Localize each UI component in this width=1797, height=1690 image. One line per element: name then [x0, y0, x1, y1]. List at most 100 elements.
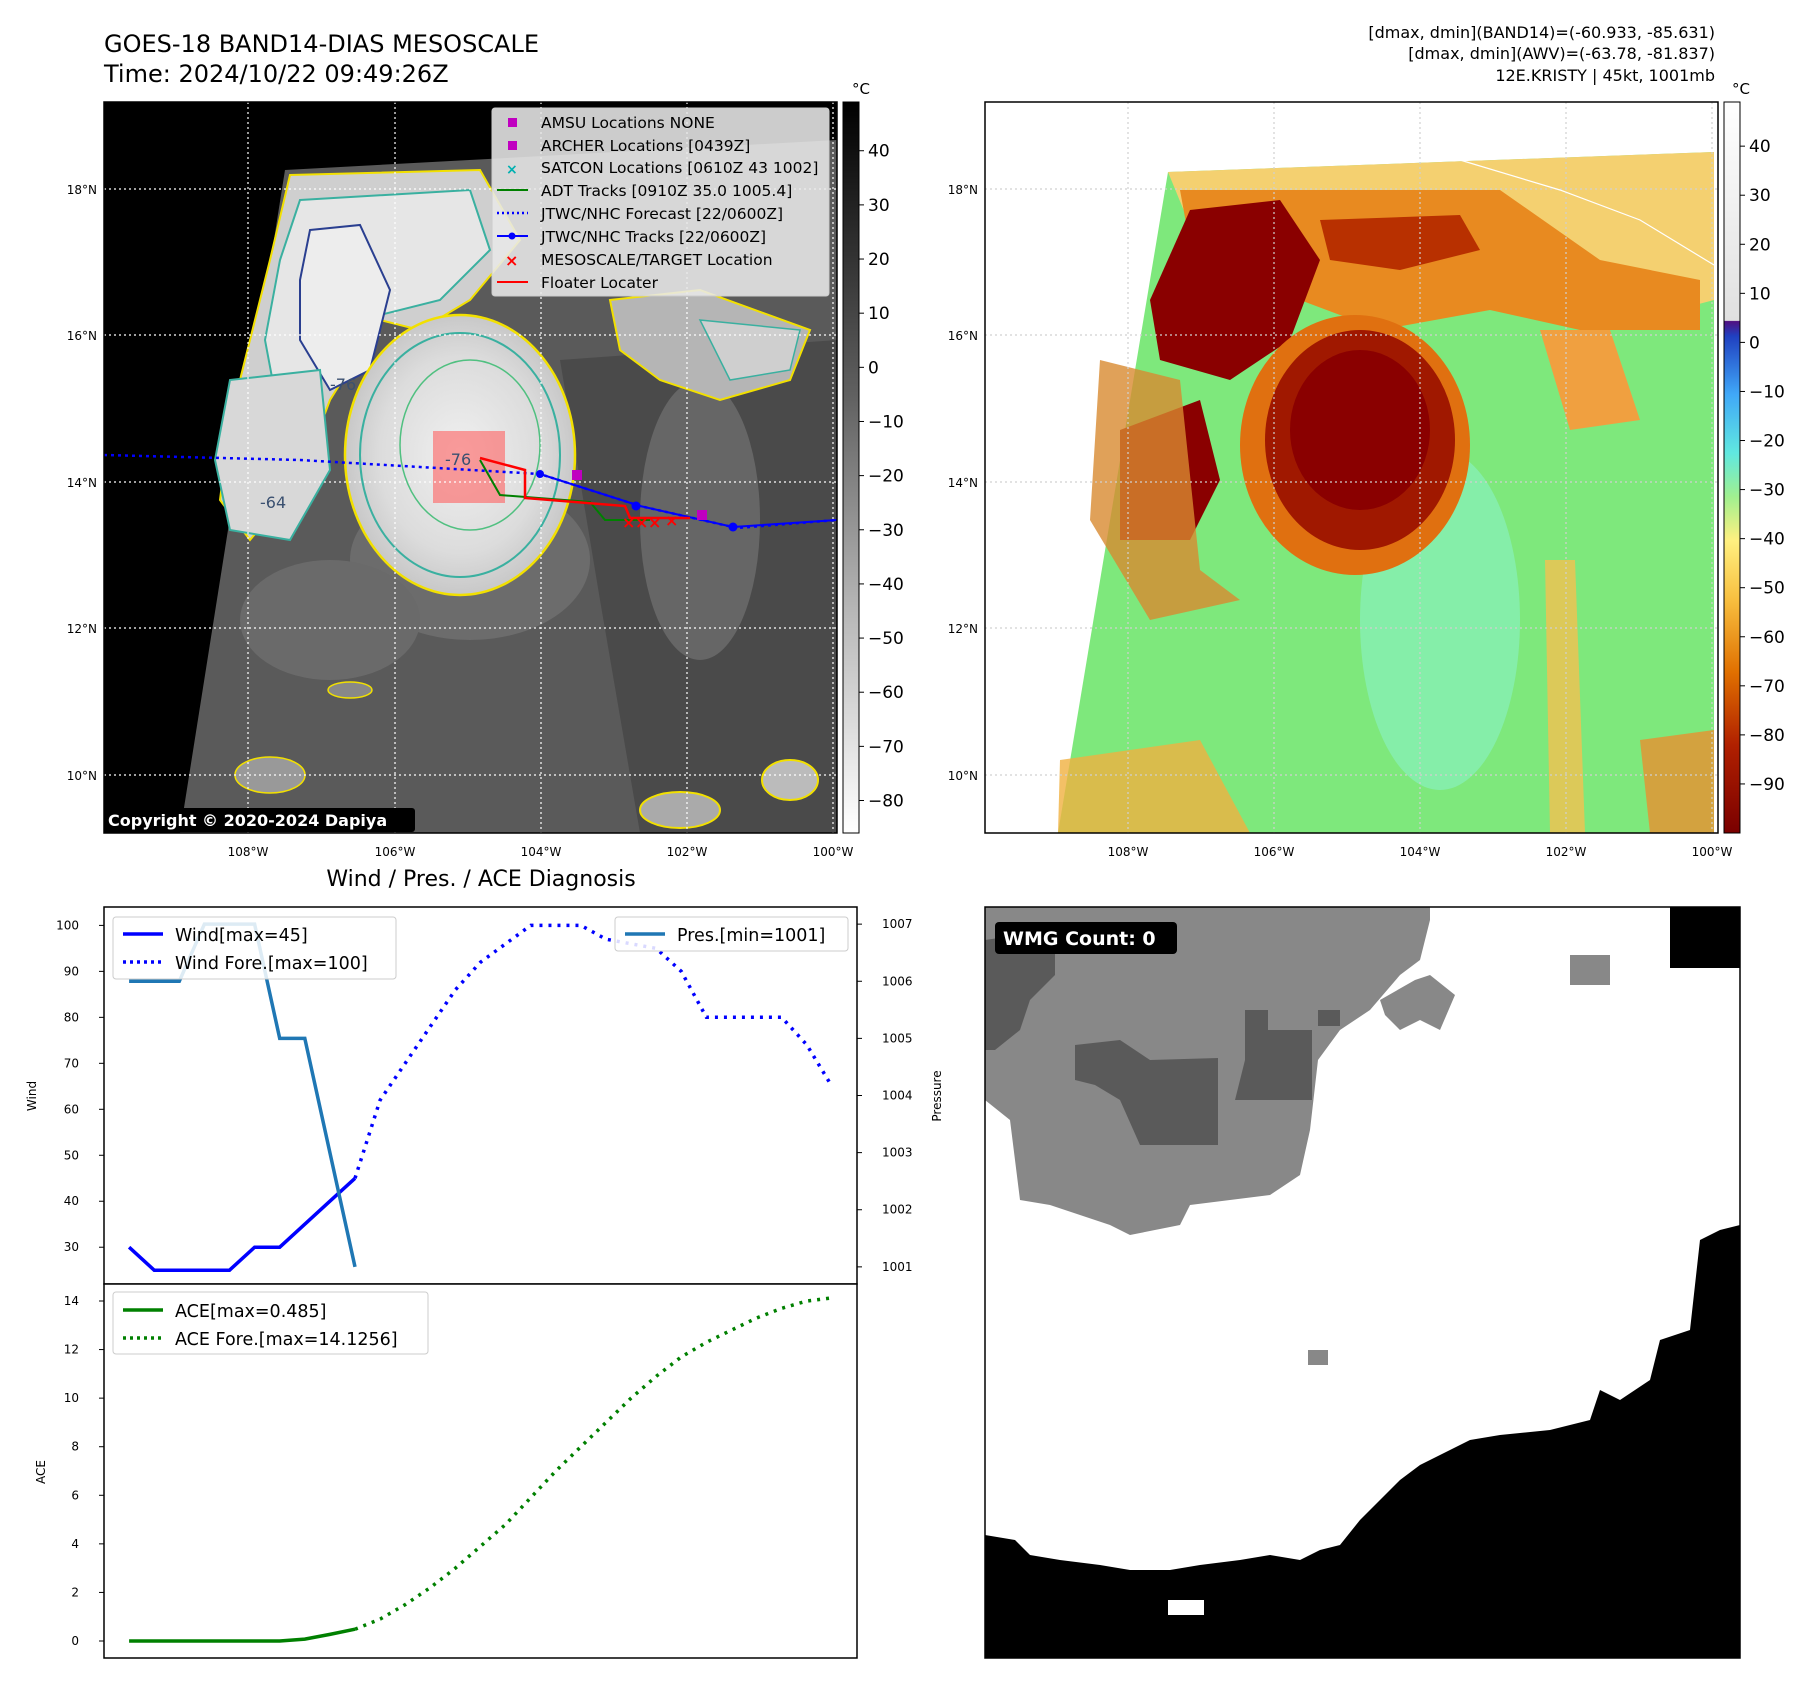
wind-tick-label: 70 — [64, 1056, 79, 1070]
svg-text:100°W: 100°W — [1692, 845, 1733, 859]
series-ace — [129, 1627, 356, 1643]
wmg-panel: WMG Count: 0 — [984, 906, 1741, 1659]
target-markers: × × × × — [622, 511, 678, 532]
color-colorbar: °C 40 30 20 10 0 −10 −20 −30 −40 −50 −60 −70 −80 −90 — [1723, 80, 1785, 834]
ace-tick-label: 8 — [71, 1440, 79, 1454]
svg-text:14°N: 14°N — [948, 476, 978, 490]
wind-legend: Wind[max=45] Wind Fore.[max=100] — [112, 916, 397, 980]
wmg-frame — [984, 906, 1741, 1659]
colorbar-tick-label: −50 — [1749, 579, 1785, 599]
pressure-tick-label: 1005 — [882, 1031, 913, 1045]
archer-marker — [572, 470, 582, 480]
gray-colorbar-unit: °C — [852, 80, 870, 98]
pressure-tick-label: 1006 — [882, 974, 913, 988]
pressure-tick-label: 1007 — [882, 917, 913, 931]
series-wind-fore — [353, 923, 834, 1179]
svg-text:×: × — [665, 511, 678, 530]
svg-text:102°W: 102°W — [667, 845, 708, 859]
awv-lon-labels: 108°W 106°W 104°W 102°W 100°W — [1108, 845, 1733, 859]
svg-text:104°W: 104°W — [521, 845, 562, 859]
floater-locater — [479, 456, 690, 520]
legend-item: AMSU Locations NONE — [541, 114, 715, 132]
colorbar-tick-label: 10 — [1749, 284, 1771, 304]
wind-tick-label: 60 — [64, 1102, 79, 1116]
legend-marker — [508, 118, 517, 127]
floater-box — [433, 431, 505, 503]
svg-text:14°N: 14°N — [67, 476, 97, 490]
colorbar-tick-label: −10 — [868, 412, 904, 432]
svg-text:106°W: 106°W — [1254, 845, 1295, 859]
svg-text:18°N: 18°N — [67, 183, 97, 197]
legend-item: ARCHER Locations [0439Z] — [541, 137, 750, 155]
legend-item: Wind[max=45] — [175, 926, 308, 946]
title-line2: Time: 2024/10/22 09:49:26Z — [103, 60, 449, 88]
colorbar-tick-label: −60 — [1749, 628, 1785, 648]
info-line3: 12E.KRISTY | 45kt, 1001mb — [1495, 66, 1715, 85]
svg-text:×: × — [622, 513, 635, 532]
ace-legend: ACE[max=0.485] ACE Fore.[max=14.1256] — [112, 1291, 429, 1355]
ace-tick-label: 4 — [71, 1537, 79, 1551]
svg-text:108°W: 108°W — [1108, 845, 1149, 859]
wind-tick-label: 40 — [64, 1194, 79, 1208]
colorbar-tick-label: −60 — [868, 683, 904, 703]
series-ace-fore — [354, 1296, 833, 1631]
ace-ylabel: ACE — [34, 1460, 48, 1484]
colorbar-tick-label: −10 — [1749, 382, 1785, 402]
cold-top-core — [1290, 350, 1430, 510]
map-frame — [103, 101, 838, 834]
svg-text:106°W: 106°W — [375, 845, 416, 859]
svg-text:×: × — [506, 162, 518, 178]
wind-tick-label: 90 — [64, 964, 79, 978]
ace-chart: 14 12 10 8 6 4 2 0 ACE ACE[max=0.485] ACE Fore.… — [34, 1283, 858, 1659]
awv-map-frame — [984, 101, 1719, 834]
svg-text:×: × — [505, 251, 518, 270]
legend-item: SATCON Locations [0610Z 43 1002] — [541, 159, 818, 177]
band14-map-panel: -76 -76 -64 × × × × — [67, 101, 854, 859]
svg-text:×: × — [635, 513, 648, 532]
wind-ylabel: Wind — [25, 1081, 39, 1111]
svg-text:10°N: 10°N — [948, 769, 978, 783]
coastline — [1459, 159, 1715, 266]
ace-tick-label: 0 — [71, 1634, 79, 1648]
contour-label: -64 — [260, 493, 286, 512]
svg-text:16°N: 16°N — [67, 329, 97, 343]
legend-item: JTWC/NHC Forecast [22/0600Z] — [540, 205, 783, 223]
pressure-tick-label: 1003 — [882, 1146, 913, 1160]
jtwc-track — [539, 473, 837, 529]
colorbar-tick-label: −90 — [1749, 775, 1785, 795]
colorbar-tick-label: −70 — [868, 737, 904, 757]
info-line2: [dmax, dmin](AWV)=(-63.78, -81.837) — [1408, 44, 1715, 63]
jtwc-forecast-track — [104, 453, 837, 530]
colorbar-tick-label: −30 — [868, 521, 904, 541]
svg-text:10°N: 10°N — [67, 769, 97, 783]
svg-text:18°N: 18°N — [948, 183, 978, 197]
svg-text:12°N: 12°N — [948, 622, 978, 636]
series-wind — [127, 1177, 357, 1272]
ace-tick-label: 12 — [64, 1343, 79, 1357]
wind-pressure-chart: 100 90 80 70 60 50 40 30 1007 1006 1005 1004 1003 10… — [25, 906, 944, 1285]
wind-tick-label: 80 — [64, 1010, 79, 1024]
colorbar-tick-label: −30 — [1749, 481, 1785, 501]
colorbar-tick-label: 30 — [868, 196, 890, 216]
diagnosis-title: Wind / Pres. / ACE Diagnosis — [326, 867, 635, 892]
pressure-tick-label: 1001 — [882, 1260, 913, 1274]
lat-labels: 18°N 16°N 14°N 12°N 10°N — [67, 183, 97, 783]
title-line1: GOES-18 BAND14-DIAS MESOSCALE — [104, 30, 539, 58]
svg-text:104°W: 104°W — [1400, 845, 1441, 859]
colorbar-tick-label: −20 — [1749, 432, 1785, 452]
legend-item: ACE[max=0.485] — [175, 1302, 326, 1322]
legend-marker — [508, 141, 517, 150]
legend-item: ADT Tracks [0910Z 35.0 1005.4] — [541, 182, 792, 200]
cold-top-north — [1150, 200, 1320, 380]
svg-text:108°W: 108°W — [228, 845, 269, 859]
copyright: Copyright © 2020-2024 Dapiya — [108, 811, 387, 830]
colorbar-tick-label: −40 — [1749, 530, 1785, 550]
colorbar-tick-label: 40 — [1749, 137, 1771, 157]
colorbar-tick-label: 30 — [1749, 186, 1771, 206]
colorbar-tick-label: −80 — [868, 792, 904, 812]
svg-text:12°N: 12°N — [67, 622, 97, 636]
colorbar-tick-label: 20 — [1749, 235, 1771, 255]
colorbar-tick-label: −80 — [1749, 726, 1785, 746]
legend-item: JTWC/NHC Tracks [22/0600Z] — [540, 228, 766, 246]
svg-text:16°N: 16°N — [948, 329, 978, 343]
